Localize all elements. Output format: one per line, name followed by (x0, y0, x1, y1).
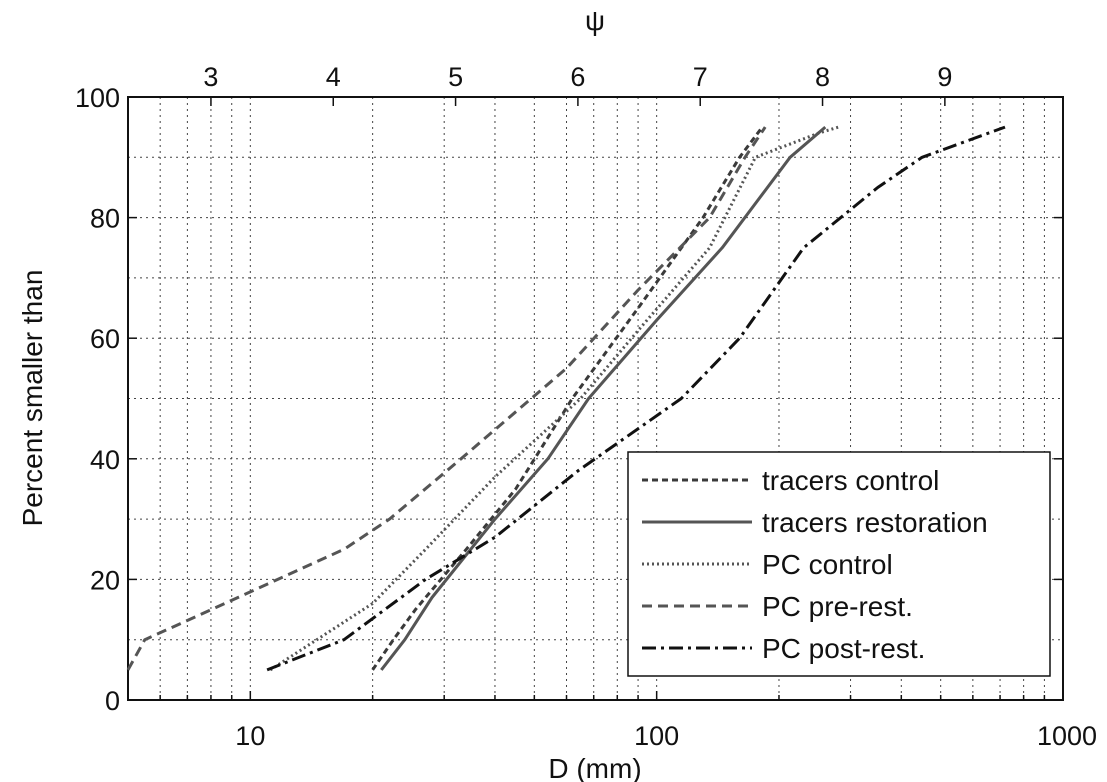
series-line-1 (371, 126, 764, 671)
plot-frame (127, 96, 1064, 701)
y-tick-label: 20 (90, 565, 120, 595)
legend-label-3: PC control (762, 549, 893, 580)
legend-label-2: tracers restoration (762, 507, 988, 538)
y-axis-title: Percent smaller than (17, 270, 48, 527)
axis-ticks: 0 20 40 60 80 100 10 100 1000 3 4 5 6 7 8 9 (75, 62, 1097, 751)
legend-label-5: PC post-rest. (762, 633, 925, 664)
series-line-3 (269, 125, 839, 672)
y-tick-label: 80 (90, 204, 120, 234)
grid (128, 97, 1063, 700)
series-line-5 (266, 125, 1006, 672)
x2-tick-label: 3 (203, 62, 218, 92)
legend-label-4: PC pre-rest. (762, 591, 913, 622)
series-lines (126, 125, 1006, 672)
x2-tick-label: 4 (326, 62, 341, 92)
series-line-2 (380, 125, 827, 671)
series-line-4 (126, 126, 767, 671)
x2-tick-label: 6 (570, 62, 585, 92)
x2-tick-label: 7 (693, 62, 708, 92)
x-tick-label: 1000 (1037, 721, 1097, 751)
y-tick-label: 0 (105, 686, 120, 716)
x-tick-label: 10 (235, 721, 265, 751)
y-tick-label: 100 (75, 83, 120, 113)
legend: tracers control tracers restoration PC con… (627, 451, 1051, 677)
legend-label-1: tracers control (762, 465, 939, 496)
x2-tick-label: 9 (937, 62, 952, 92)
y-tick-label: 60 (90, 324, 120, 354)
x-axis-title: D (mm) (548, 753, 641, 782)
x-tick-label: 100 (634, 721, 679, 751)
x2-tick-label: 8 (815, 62, 830, 92)
x2-axis-title: ψ (585, 5, 605, 36)
y-tick-label: 40 (90, 445, 120, 475)
x2-tick-label: 5 (448, 62, 463, 92)
